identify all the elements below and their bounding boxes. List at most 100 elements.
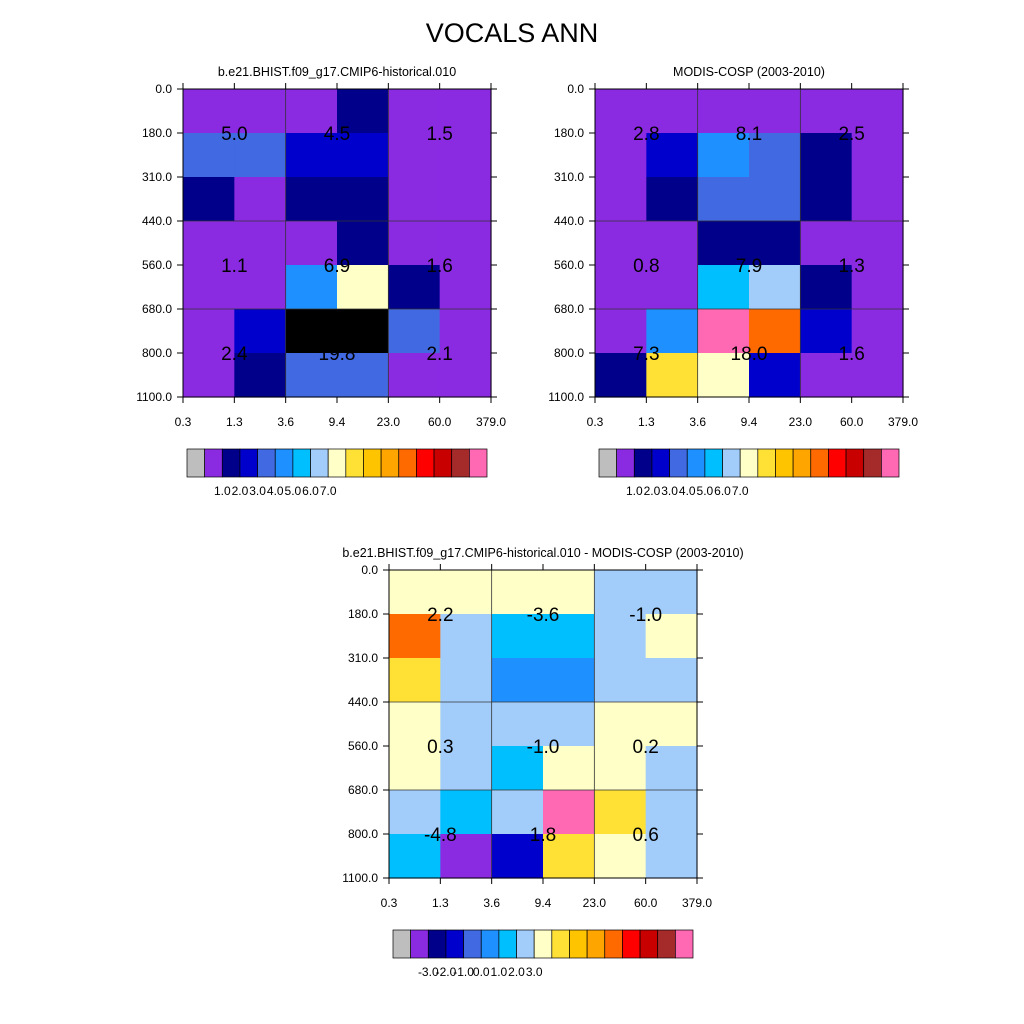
x-tick-label: 60.0 bbox=[634, 896, 658, 910]
heatmap-cell bbox=[439, 309, 492, 354]
heatmap-cell bbox=[594, 702, 647, 747]
colorbar-swatch bbox=[533, 929, 553, 959]
heatmap-cell bbox=[285, 221, 338, 266]
box-value: 2.2 bbox=[427, 605, 453, 626]
y-tick-label: 180.0 bbox=[142, 126, 172, 140]
colorbar-swatch bbox=[569, 929, 588, 959]
heatmap-cell bbox=[594, 834, 647, 879]
panel-title: b.e21.BHIST.f09_g17.CMIP6-historical.010… bbox=[342, 546, 743, 560]
colorbar-swatch bbox=[757, 448, 776, 478]
box-value: 18.0 bbox=[731, 344, 768, 365]
x-tick-label: 379.0 bbox=[682, 896, 712, 910]
heatmap-cell bbox=[491, 614, 544, 659]
heatmap-cell bbox=[645, 702, 698, 747]
heatmap-cell bbox=[389, 658, 441, 703]
heatmap-cell bbox=[491, 570, 544, 615]
x-tick-label: 9.4 bbox=[741, 415, 758, 429]
heatmap-cell bbox=[389, 790, 441, 835]
colorbar-swatch bbox=[551, 929, 570, 959]
heatmap-cell bbox=[595, 353, 647, 398]
colorbar-label: 6.0 bbox=[302, 484, 319, 498]
heatmap-cell bbox=[594, 746, 647, 791]
x-tick-label: 60.0 bbox=[428, 415, 452, 429]
heatmap-cell bbox=[439, 265, 492, 310]
heatmap-cell bbox=[389, 570, 441, 615]
colorbar-swatch bbox=[586, 929, 606, 959]
colorbar-swatch bbox=[775, 448, 794, 478]
heatmap-cell bbox=[440, 746, 493, 791]
heatmap-cell bbox=[749, 309, 801, 354]
heatmap-cell bbox=[234, 89, 287, 134]
colorbar-swatch bbox=[739, 448, 759, 478]
heatmap-cell bbox=[389, 746, 441, 791]
colorbar-swatch bbox=[392, 929, 411, 959]
heatmap-cell bbox=[646, 177, 699, 222]
colorbar-swatch bbox=[863, 448, 882, 478]
heatmap-cell bbox=[851, 265, 904, 310]
heatmap-cell bbox=[439, 353, 492, 398]
heatmap-cell bbox=[183, 353, 235, 398]
x-tick-label: 1.3 bbox=[226, 415, 243, 429]
heatmap-cell bbox=[594, 658, 647, 703]
colorbar-swatch bbox=[498, 929, 517, 959]
panel-title: MODIS-COSP (2003-2010) bbox=[673, 65, 825, 79]
heatmap-cell bbox=[800, 265, 853, 310]
heatmap-cell bbox=[440, 614, 493, 659]
heatmap-cell bbox=[800, 353, 853, 398]
heatmap-cell bbox=[595, 177, 647, 222]
heatmap-cell bbox=[800, 89, 853, 134]
box-value: 1.6 bbox=[426, 256, 452, 277]
heatmap-cell bbox=[183, 133, 235, 178]
heatmap-cell bbox=[543, 658, 595, 703]
heatmap-cell bbox=[851, 89, 904, 134]
heatmap-cell bbox=[645, 614, 698, 659]
colorbar-label: -3.0 bbox=[418, 965, 439, 979]
heatmap-cell bbox=[440, 790, 493, 835]
y-tick-label: 180.0 bbox=[554, 126, 584, 140]
heatmap-cell bbox=[697, 265, 750, 310]
heatmap-cell bbox=[183, 177, 235, 222]
heatmap-cell bbox=[389, 614, 441, 659]
colorbar-swatch bbox=[221, 448, 241, 478]
colorbar-label: 0.0 bbox=[473, 965, 490, 979]
heatmap-cell bbox=[800, 309, 853, 354]
heatmap-cell bbox=[439, 221, 492, 266]
heatmap-cell bbox=[595, 309, 647, 354]
colorbar-label: 3.0 bbox=[249, 484, 266, 498]
heatmap-cell bbox=[234, 265, 287, 310]
x-tick-label: 379.0 bbox=[476, 415, 506, 429]
heatmap-cell bbox=[645, 658, 698, 703]
y-tick-label: 800.0 bbox=[554, 346, 584, 360]
heatmap-cell bbox=[543, 746, 595, 791]
heatmap-cell bbox=[337, 133, 389, 178]
box-value: 4.5 bbox=[324, 124, 350, 145]
colorbar-swatch bbox=[363, 448, 382, 478]
x-tick-label: 9.4 bbox=[329, 415, 346, 429]
colorbar-swatch bbox=[657, 929, 676, 959]
box-value: 7.3 bbox=[633, 344, 659, 365]
x-tick-label: 379.0 bbox=[888, 415, 918, 429]
box-value: -4.8 bbox=[424, 825, 457, 846]
colorbar-swatch bbox=[451, 448, 470, 478]
colorbar-label: 1.0 bbox=[491, 965, 508, 979]
heatmap-cell bbox=[491, 834, 544, 879]
heatmap-cell bbox=[439, 133, 492, 178]
heatmap-cell bbox=[234, 309, 287, 354]
colorbar-label: -2.0 bbox=[436, 965, 457, 979]
y-tick-label: 310.0 bbox=[348, 651, 378, 665]
colorbar-label: 3.0 bbox=[661, 484, 678, 498]
heatmap-cell bbox=[645, 790, 698, 835]
heatmap-cell bbox=[389, 702, 441, 747]
x-tick-label: 0.3 bbox=[587, 415, 604, 429]
heatmap-cell bbox=[389, 834, 441, 879]
y-tick-label: 440.0 bbox=[348, 695, 378, 709]
heatmap-cell bbox=[285, 133, 338, 178]
heatmap-cell bbox=[697, 133, 750, 178]
heatmap-cell bbox=[440, 834, 493, 879]
heatmap-cell bbox=[646, 133, 699, 178]
box-value: 2.1 bbox=[426, 344, 452, 365]
heatmap-cell bbox=[440, 702, 493, 747]
heatmap-cell bbox=[851, 177, 904, 222]
heatmap-cell bbox=[594, 790, 647, 835]
